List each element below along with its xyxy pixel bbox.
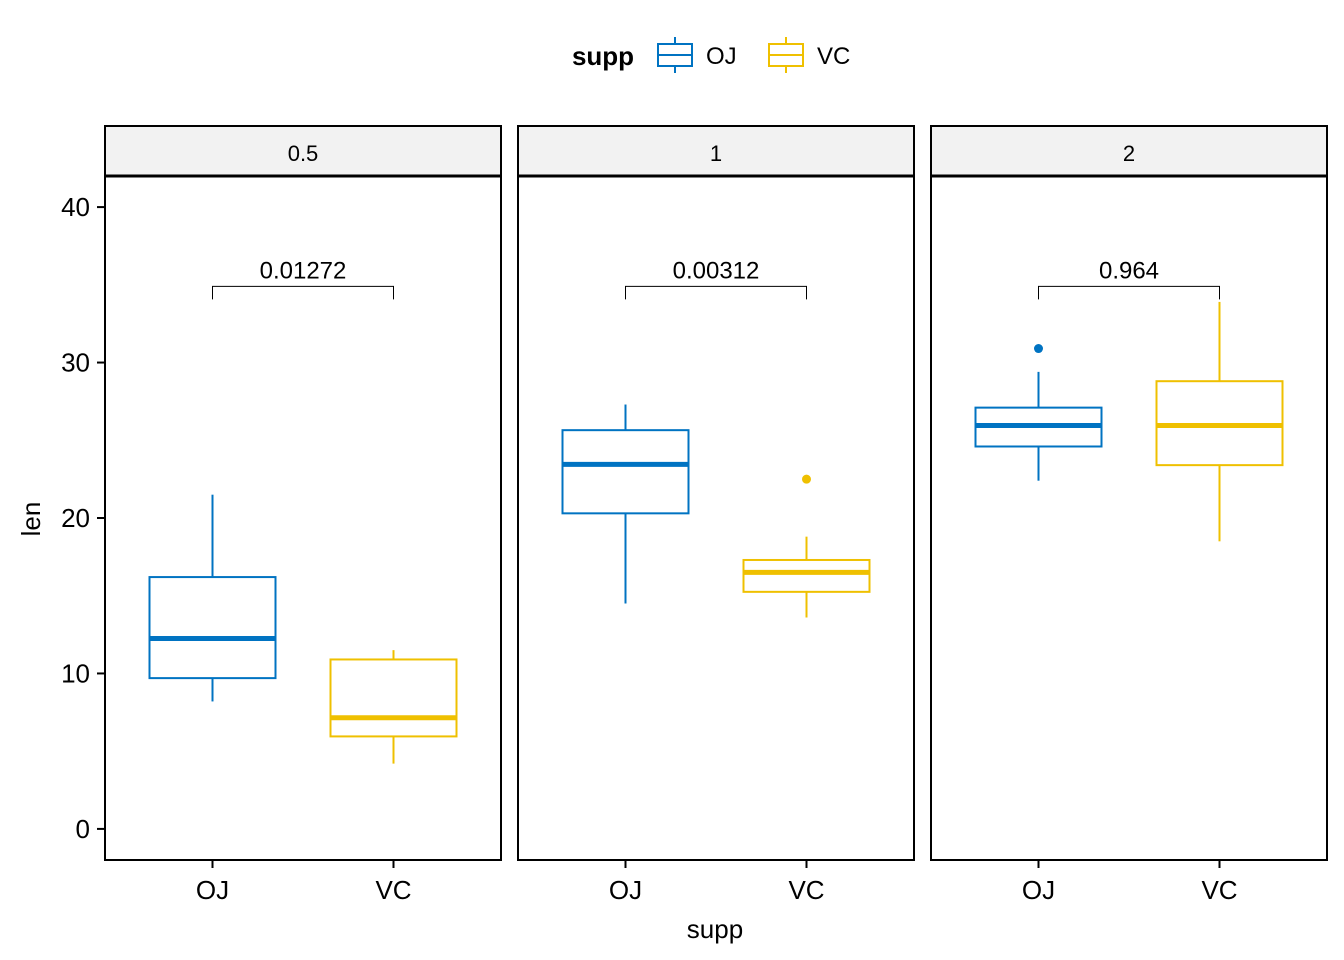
outlier-point <box>802 474 811 484</box>
y-tick-label: 10 <box>61 658 90 688</box>
facet-strip-label: 1 <box>710 141 722 166</box>
y-axis: 0 10 20 30 40 <box>61 192 105 844</box>
box-iqr <box>329 658 458 738</box>
pvalue-label: 0.01272 <box>260 257 347 284</box>
legend-item-oj: OJ <box>657 37 737 73</box>
pvalue-label: 0.964 <box>1099 257 1159 284</box>
facet-strip <box>930 125 1328 177</box>
y-tick-label: 0 <box>76 814 90 844</box>
legend-item-vc: VC <box>768 37 850 73</box>
box-oj <box>148 494 277 702</box>
legend-key-vc <box>768 37 804 73</box>
facet-panel-0.5: 0.5 OJ VC 0.01272 <box>104 125 502 905</box>
x-tick-label: OJ <box>196 875 229 905</box>
box-vc <box>329 650 458 764</box>
facet-strip <box>104 125 502 177</box>
box-oj <box>561 404 690 604</box>
y-axis-title: len <box>16 502 46 537</box>
pvalue-label: 0.00312 <box>673 257 760 284</box>
outlier-point <box>1034 344 1043 354</box>
facet-panel-2: 2 OJ VC 0.964 <box>930 125 1328 905</box>
y-tick-label: 30 <box>61 348 90 378</box>
x-tick-label: OJ <box>609 875 642 905</box>
legend-title: supp <box>572 41 634 71</box>
legend-label: VC <box>817 43 850 70</box>
x-axis-title: supp <box>687 914 743 944</box>
legend-key-oj <box>657 37 693 73</box>
legend-label: OJ <box>706 43 737 70</box>
significance-bracket <box>212 285 394 300</box>
x-tick-label: VC <box>1201 875 1237 905</box>
legend: supp OJ VC <box>572 37 850 73</box>
significance-bracket <box>1038 285 1220 300</box>
x-tick-label: VC <box>788 875 824 905</box>
y-tick-label: 40 <box>61 192 90 222</box>
box-iqr <box>561 429 690 515</box>
x-tick-label: OJ <box>1022 875 1055 905</box>
box-oj <box>974 344 1103 481</box>
y-tick-label: 20 <box>61 503 90 533</box>
facet-strip-label: 2 <box>1123 141 1135 166</box>
box-iqr <box>148 576 277 680</box>
box-iqr <box>742 558 871 593</box>
facet-panels: 0.5 OJ VC 0.01272 1 OJ VC 0.00312 2 OJ VC 0.964 <box>104 125 1328 905</box>
box-vc <box>742 474 871 618</box>
significance-bracket <box>625 285 807 300</box>
facet-panel-1: 1 OJ VC 0.00312 <box>517 125 915 905</box>
box-vc <box>1155 301 1284 542</box>
x-tick-label: VC <box>375 875 411 905</box>
facet-strip-label: 0.5 <box>288 141 319 166</box>
legend-items: OJ VC <box>657 37 850 73</box>
